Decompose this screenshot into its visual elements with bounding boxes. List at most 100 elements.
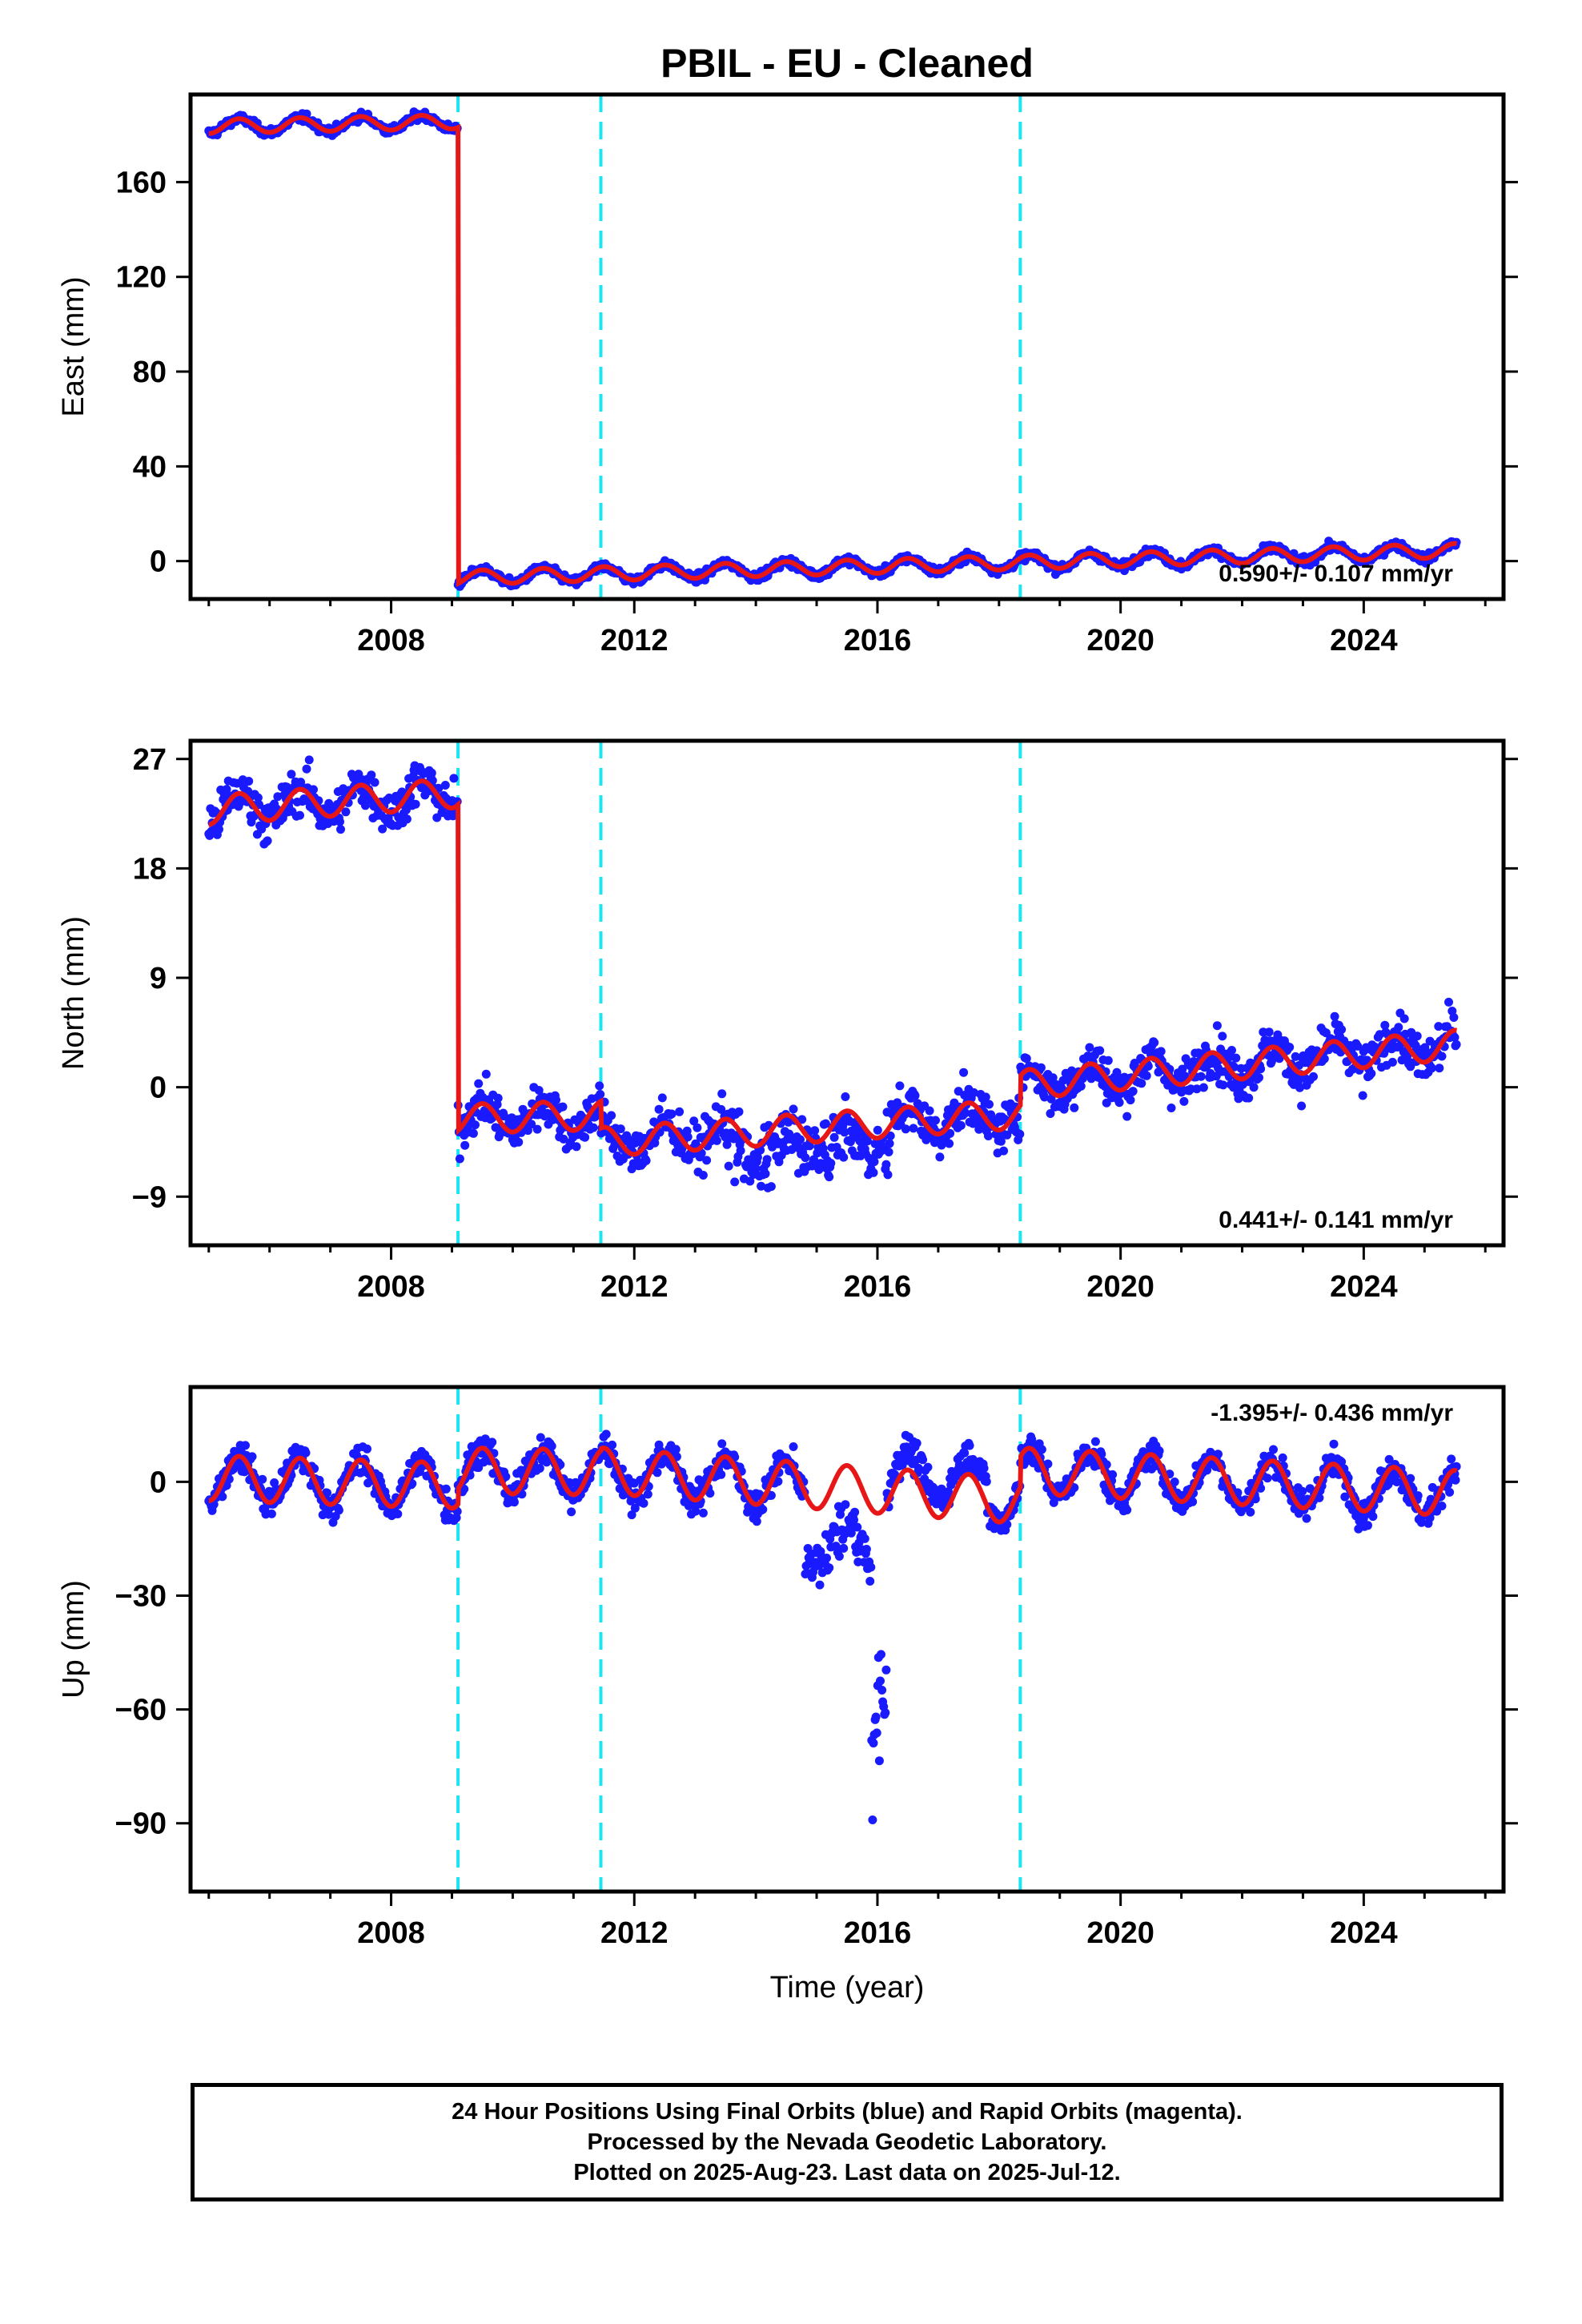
- data-point: [698, 1508, 708, 1518]
- data-point: [815, 1580, 825, 1590]
- x-tick-label: 2016: [844, 1916, 912, 1950]
- data-point: [1085, 1043, 1094, 1052]
- data-point: [500, 1112, 509, 1121]
- plot-frame: [188, 738, 1506, 1248]
- x-tick-label: 2012: [600, 1916, 669, 1950]
- data-point: [567, 1507, 576, 1517]
- y-tick-label: −9: [132, 1180, 167, 1214]
- data-point: [982, 1477, 991, 1486]
- data-point: [1244, 1093, 1254, 1103]
- data-point: [753, 1152, 762, 1162]
- data-point: [1150, 1038, 1159, 1047]
- data-point: [1037, 1445, 1046, 1454]
- data-point: [1166, 1104, 1176, 1112]
- data-point: [1231, 1053, 1241, 1063]
- event-lines: [456, 94, 1022, 599]
- data-point: [1103, 1055, 1113, 1065]
- data-point: [945, 1139, 954, 1148]
- data-point: [441, 1484, 451, 1494]
- data-point: [509, 1498, 519, 1507]
- data-point: [935, 1152, 945, 1162]
- data-point: [801, 1153, 810, 1163]
- data-point: [717, 1470, 726, 1479]
- data-point: [1122, 1506, 1132, 1514]
- data-point: [601, 1429, 611, 1439]
- data-point: [865, 1577, 875, 1586]
- data-point: [1295, 1083, 1304, 1092]
- data-point: [762, 1155, 772, 1164]
- data-point: [881, 1665, 891, 1675]
- data-point: [488, 1437, 497, 1447]
- data-point: [825, 1563, 834, 1573]
- data-point: [267, 1509, 276, 1518]
- data-point: [588, 1123, 598, 1132]
- data-point: [675, 1107, 685, 1116]
- data-point: [481, 1069, 491, 1079]
- data-point: [766, 1182, 776, 1192]
- data-point: [244, 777, 254, 786]
- data-point: [969, 1088, 978, 1097]
- data-point: [1192, 1084, 1202, 1094]
- data-point: [1452, 1039, 1461, 1049]
- data-point: [263, 836, 272, 846]
- data-point: [822, 1554, 831, 1562]
- x-tick-label: 2012: [600, 624, 669, 657]
- data-point: [946, 1128, 955, 1138]
- data-point: [1218, 1031, 1227, 1041]
- data-point: [1002, 1130, 1012, 1140]
- data-point: [1278, 1453, 1287, 1462]
- data-point: [1196, 1072, 1206, 1081]
- data-point: [999, 1146, 1009, 1156]
- data-point: [1137, 1079, 1146, 1088]
- y-tick-label: 80: [133, 356, 167, 389]
- data-point: [931, 1116, 940, 1125]
- data-point: [1015, 1129, 1025, 1139]
- data-point: [1394, 1023, 1403, 1032]
- data-point: [558, 1102, 568, 1112]
- data-point: [757, 1181, 766, 1191]
- data-point: [514, 1137, 524, 1147]
- data-point: [861, 1545, 871, 1554]
- data-point: [693, 1123, 702, 1132]
- data-point: [1264, 1027, 1274, 1037]
- data-point: [745, 1176, 755, 1186]
- y-tick-label: 0: [150, 1072, 167, 1105]
- data-point: [1298, 1486, 1307, 1496]
- data-point: [841, 1500, 850, 1510]
- data-point: [736, 1146, 745, 1156]
- chart-title: PBIL - EU - Cleaned: [661, 41, 1034, 86]
- data-point: [596, 1090, 605, 1099]
- data-point: [667, 1109, 677, 1119]
- x-tick-label: 2020: [1086, 1270, 1154, 1304]
- data-point: [1263, 1474, 1272, 1483]
- data-point: [1269, 1445, 1278, 1454]
- data-point: [335, 817, 344, 826]
- data-point: [241, 1441, 250, 1450]
- data-point: [1319, 1054, 1329, 1063]
- x-tick-label: 2024: [1330, 624, 1398, 657]
- y-tick-label: 0: [150, 545, 167, 579]
- data-point: [527, 1120, 536, 1129]
- data-point: [1447, 1454, 1456, 1464]
- data-point: [1178, 1064, 1187, 1074]
- x-tick-label: 2020: [1086, 624, 1154, 657]
- data-point: [273, 792, 283, 802]
- data-point: [821, 1119, 830, 1128]
- data-point: [1142, 1071, 1151, 1080]
- data-point: [341, 807, 351, 817]
- data-point: [1156, 1047, 1166, 1056]
- x-tick-label: 2012: [600, 1270, 669, 1304]
- data-point: [304, 755, 314, 765]
- data-point: [724, 1161, 733, 1171]
- data-point: [1368, 1512, 1378, 1522]
- data-point: [1255, 1073, 1263, 1083]
- data-point: [1249, 1083, 1259, 1092]
- data-point: [1122, 1112, 1132, 1121]
- data-point: [1154, 1446, 1164, 1456]
- north-panel: 2008 2012 2016 2020 2024 −9 0 9 18 27 North (mm) 0.…: [57, 738, 1518, 1304]
- data-point: [1212, 1021, 1222, 1031]
- rate-annotation: -1.395+/- 0.436 mm/yr: [1211, 1400, 1453, 1426]
- data-point: [996, 1136, 1006, 1146]
- data-point: [1329, 1439, 1339, 1449]
